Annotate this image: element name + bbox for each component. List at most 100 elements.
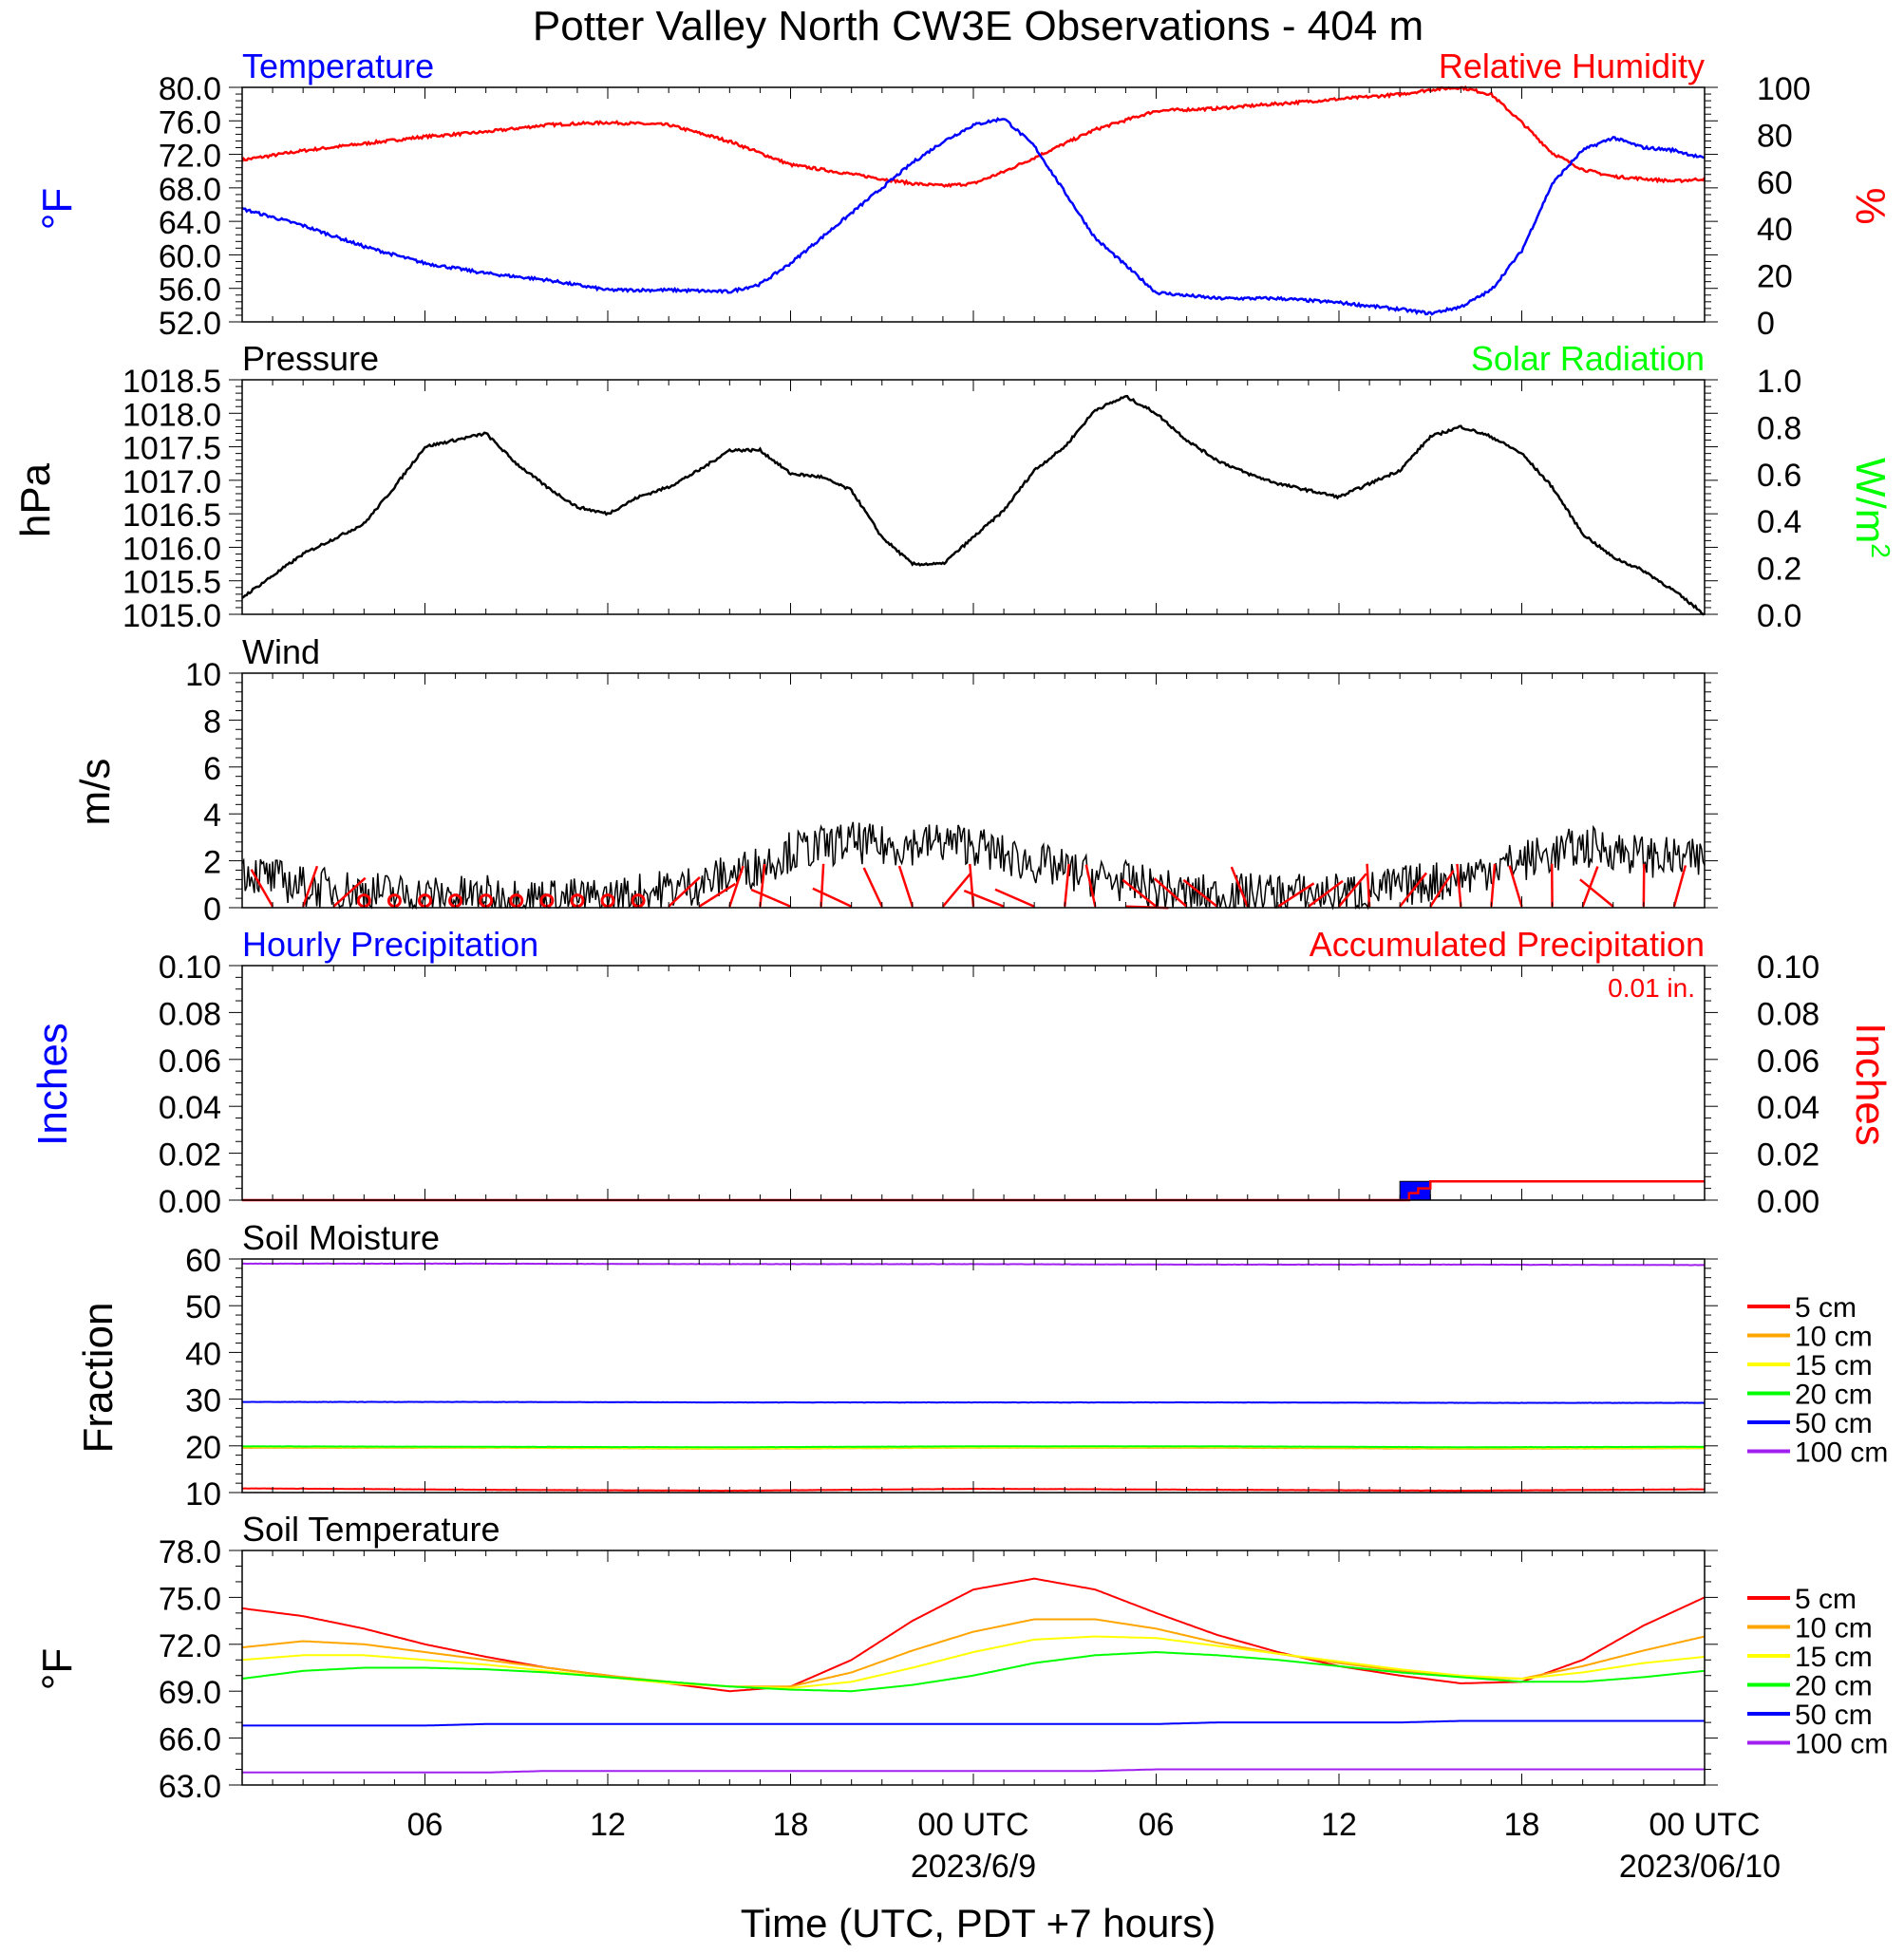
y-axis-label: m/s <box>72 759 119 826</box>
y-tick-label: 1016.5 <box>123 498 221 534</box>
y-tick-label: 76.0 <box>159 104 221 141</box>
wind-barb <box>1182 878 1218 908</box>
wind-barb <box>862 867 883 908</box>
x-tick-label: 12 <box>1321 1807 1357 1843</box>
y-tick-label-right: 0.06 <box>1757 1043 1819 1080</box>
wind-barb <box>1122 878 1158 908</box>
y-tick-label-right: 0.8 <box>1757 410 1801 446</box>
x-date-label: 2023/06/10 <box>1619 1849 1781 1885</box>
y-tick-label: 75.0 <box>159 1581 221 1617</box>
wind-barb <box>1456 863 1462 907</box>
x-tick-label: 18 <box>773 1807 809 1843</box>
y-tick-label: 52.0 <box>159 306 221 342</box>
y-tick-label: 69.0 <box>159 1675 221 1711</box>
x-tick-label: 00 UTC <box>917 1807 1028 1843</box>
wind-barb <box>668 876 701 908</box>
wind-barb <box>250 869 274 908</box>
x-tick-label: 12 <box>590 1807 626 1843</box>
y-tick-label: 6 <box>203 751 221 787</box>
panel-title: Soil Temperature <box>242 1510 500 1549</box>
wind-barb <box>1084 864 1097 908</box>
soil-moisture-line <box>242 1445 1706 1449</box>
soil-moisture-line <box>241 1400 1706 1404</box>
plot-frame <box>241 1258 1706 1494</box>
panel-precipitation: Hourly Precipitation Accumulated Precipit… <box>29 925 1894 1220</box>
panel-soil-moisture: Soil Moisture 60 50 40 30 20 10 Fraction 5 cm10 … <box>75 1218 1888 1512</box>
wind-barb <box>1429 870 1455 908</box>
y-tick-label: 0.06 <box>159 1043 221 1080</box>
panel-title: Soil Moisture <box>242 1218 440 1257</box>
y-tick-label: 2 <box>203 845 221 881</box>
wind-barb <box>994 888 1035 908</box>
y-axis-label: hPa <box>12 462 59 537</box>
y-tick-label: 20 <box>185 1430 221 1466</box>
y-tick-label: 1018.5 <box>123 364 221 400</box>
y-tick-label-right: 0.0 <box>1757 598 1801 634</box>
wind-barb <box>728 865 745 908</box>
wind-barb <box>1338 873 1367 908</box>
y-tick-label: 50 <box>185 1289 221 1325</box>
wind-barb <box>963 889 1005 908</box>
panel-title: Wind <box>242 632 320 671</box>
y-axis-label: Inches <box>29 1023 76 1146</box>
legend-label: 50 cm <box>1795 1408 1873 1439</box>
y-axis-label-right: W/m2 <box>1847 458 1895 558</box>
y-axis-label-right: Inches <box>1847 1023 1894 1146</box>
soil-temperature-line <box>241 1577 1706 1693</box>
x-date-label: 2023/6/9 <box>911 1849 1036 1885</box>
y-tick-label: 60 <box>185 1243 221 1279</box>
y-axis-label: °F <box>34 188 81 230</box>
y-tick-label-right: 40 <box>1757 212 1793 248</box>
soil-temperature-line <box>241 1650 1706 1693</box>
wind-barb <box>1230 866 1249 908</box>
y-tick-label: 0.10 <box>159 949 221 986</box>
wind-barb <box>969 863 975 907</box>
panel-title: Hourly Precipitation <box>242 925 538 964</box>
legend-label: 100 cm <box>1795 1437 1888 1469</box>
panel-pressure: Pressure Solar Radiation1018.51018.01017.… <box>12 339 1895 634</box>
accumulated-total: 0.01 in. <box>1608 973 1695 1003</box>
pressure-line <box>241 394 1706 616</box>
y-tick-label: 56.0 <box>159 272 221 309</box>
y-axis-label: Fraction <box>75 1303 122 1454</box>
panel-title-right: Accumulated Precipitation <box>1310 925 1705 964</box>
wind-barb <box>1308 879 1344 908</box>
legend-label: 5 cm <box>1795 1292 1857 1324</box>
wind-barb <box>897 865 914 908</box>
panel-title: Temperature <box>242 47 434 85</box>
y-tick-label-right: 0.00 <box>1757 1184 1819 1220</box>
figure-title: Potter Valley North CW3E Observations - … <box>533 3 1423 49</box>
y-tick-label: 4 <box>203 798 221 834</box>
wind-barb <box>1490 863 1497 907</box>
wind-barb <box>301 865 319 908</box>
plot-frame <box>241 86 1706 323</box>
y-tick-label-right: 0 <box>1757 306 1775 342</box>
wind-barb <box>1672 865 1687 908</box>
y-tick-label-right: 0.6 <box>1757 458 1801 494</box>
wind-barb <box>941 873 971 908</box>
y-tick-label: 0.02 <box>159 1137 221 1174</box>
panel-title-right: Solar Radiation <box>1471 339 1705 378</box>
y-tick-label: 78.0 <box>159 1534 221 1570</box>
wind-barb <box>1508 865 1523 908</box>
y-tick-label-right: 0.08 <box>1757 996 1819 1032</box>
soil-temperature-line <box>242 1768 1705 1774</box>
y-tick-label-right: 80 <box>1757 118 1793 154</box>
y-tick-label: 1016.0 <box>123 531 221 567</box>
legend-label: 20 cm <box>1795 1671 1873 1702</box>
y-tick-label: 10 <box>185 1476 221 1512</box>
panel-title: Pressure <box>242 339 379 378</box>
panel-wind: Wind 10 8 6 4 2 0 m/s <box>72 632 1718 928</box>
y-tick-label-right: 0.4 <box>1757 504 1801 540</box>
legend-label: 15 cm <box>1795 1642 1873 1673</box>
wind-barb <box>698 882 737 908</box>
wind-barb <box>1153 877 1188 908</box>
panel-temperature: Temperature Relative Humidity 80.076.072.0… <box>34 47 1894 342</box>
y-tick-label: 30 <box>185 1383 221 1419</box>
y-tick-label: 0.08 <box>159 996 221 1032</box>
legend-label: 50 cm <box>1795 1700 1873 1731</box>
wind-barb <box>1366 863 1371 907</box>
y-tick-label: 60.0 <box>159 238 221 274</box>
x-tick-label: 00 UTC <box>1649 1807 1760 1843</box>
y-axis-label-right: % <box>1847 187 1894 224</box>
